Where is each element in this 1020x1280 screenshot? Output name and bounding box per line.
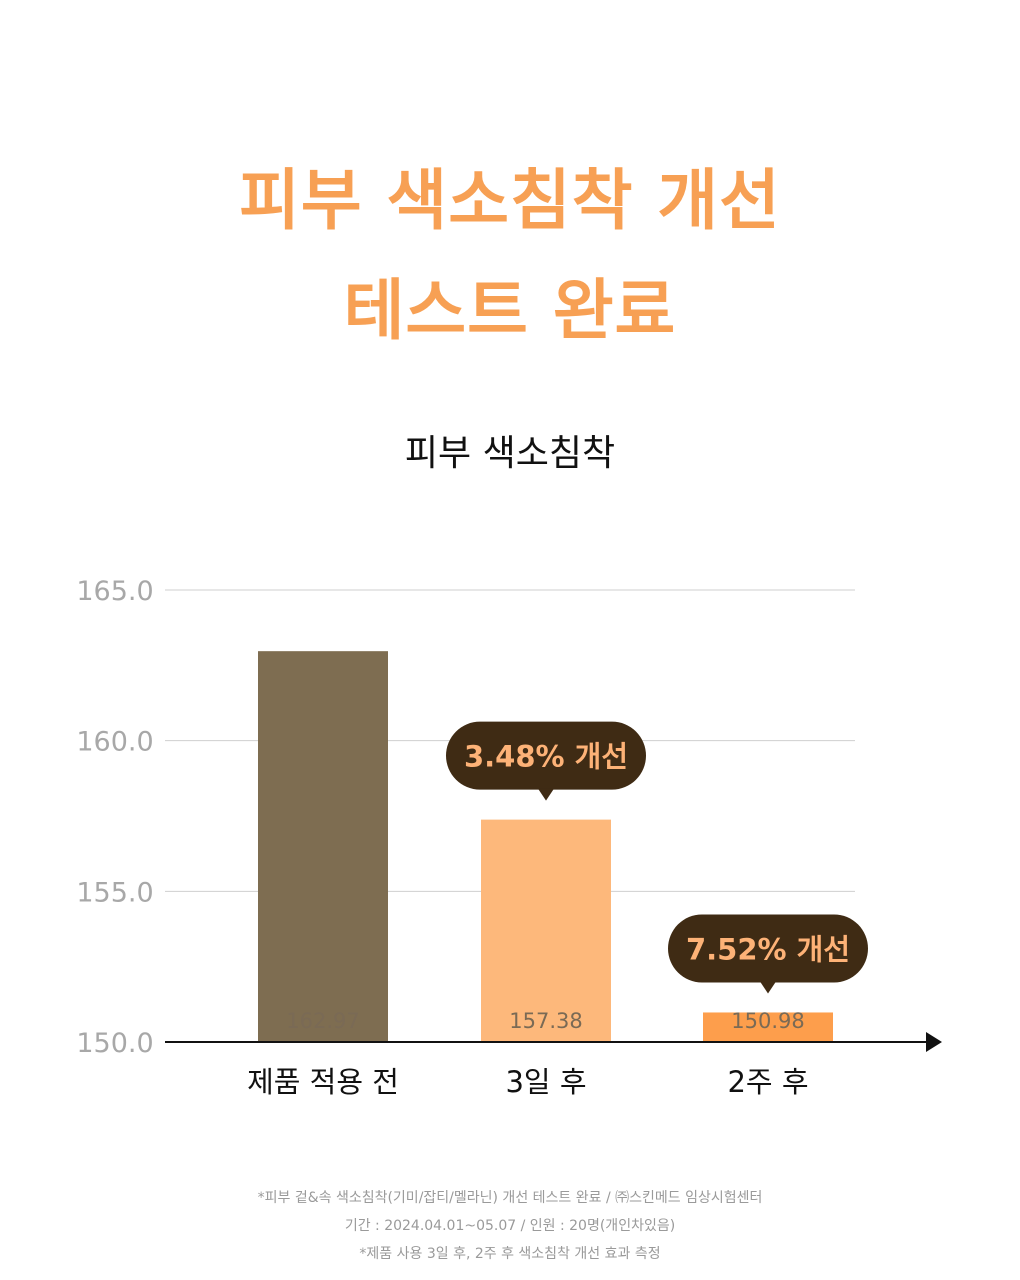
x-category-label: 3일 후 (505, 1065, 586, 1099)
bar-1 (258, 651, 388, 1042)
x-axis-arrow-icon (926, 1032, 942, 1052)
headline-line-1: 피부 색소침착 개선 (239, 162, 781, 239)
footnote-measurement: *제품 사용 3일 후, 2주 후 색소침착 개선 효과 측정 (359, 1246, 661, 1262)
footnote-period: 기간 : 2024.04.01~05.07 / 인원 : 20명(개인차있음) (344, 1218, 676, 1234)
callout-text: 3.48% 개선 (464, 740, 628, 774)
callout-text: 7.52% 개선 (686, 932, 850, 966)
y-tick-label: 150.0 (76, 1028, 153, 1059)
x-category-label: 2주 후 (727, 1065, 808, 1099)
footnote-study-info: *피부 겉&속 색소침착(기미/잡티/멜라닌) 개선 테스트 완료 / ㈜스킨메… (257, 1190, 763, 1206)
bar-3 (703, 1012, 833, 1042)
bar-value-label: 157.38 (509, 1009, 582, 1033)
x-category-label: 제품 적용 전 (247, 1065, 399, 1099)
bar-2 (481, 819, 611, 1042)
bar-chart: 165.0 160.0 155.0 150.0 162.97 제품 적용 전 157.38 3… (76, 576, 942, 1099)
headline-line-2: 테스트 완료 (343, 272, 677, 349)
bar-value-label: 162.97 (286, 1009, 359, 1033)
callout-pointer (538, 788, 554, 801)
callout-bubble (446, 721, 646, 790)
callout-pointer (760, 981, 776, 994)
y-tick-label: 165.0 (76, 576, 153, 607)
chart-title: 피부 색소침착 (404, 433, 616, 474)
y-tick-label: 160.0 (76, 727, 153, 758)
bar-value-label: 150.98 (731, 1009, 804, 1033)
callout-bubble (668, 914, 868, 983)
y-tick-label: 155.0 (76, 877, 153, 908)
